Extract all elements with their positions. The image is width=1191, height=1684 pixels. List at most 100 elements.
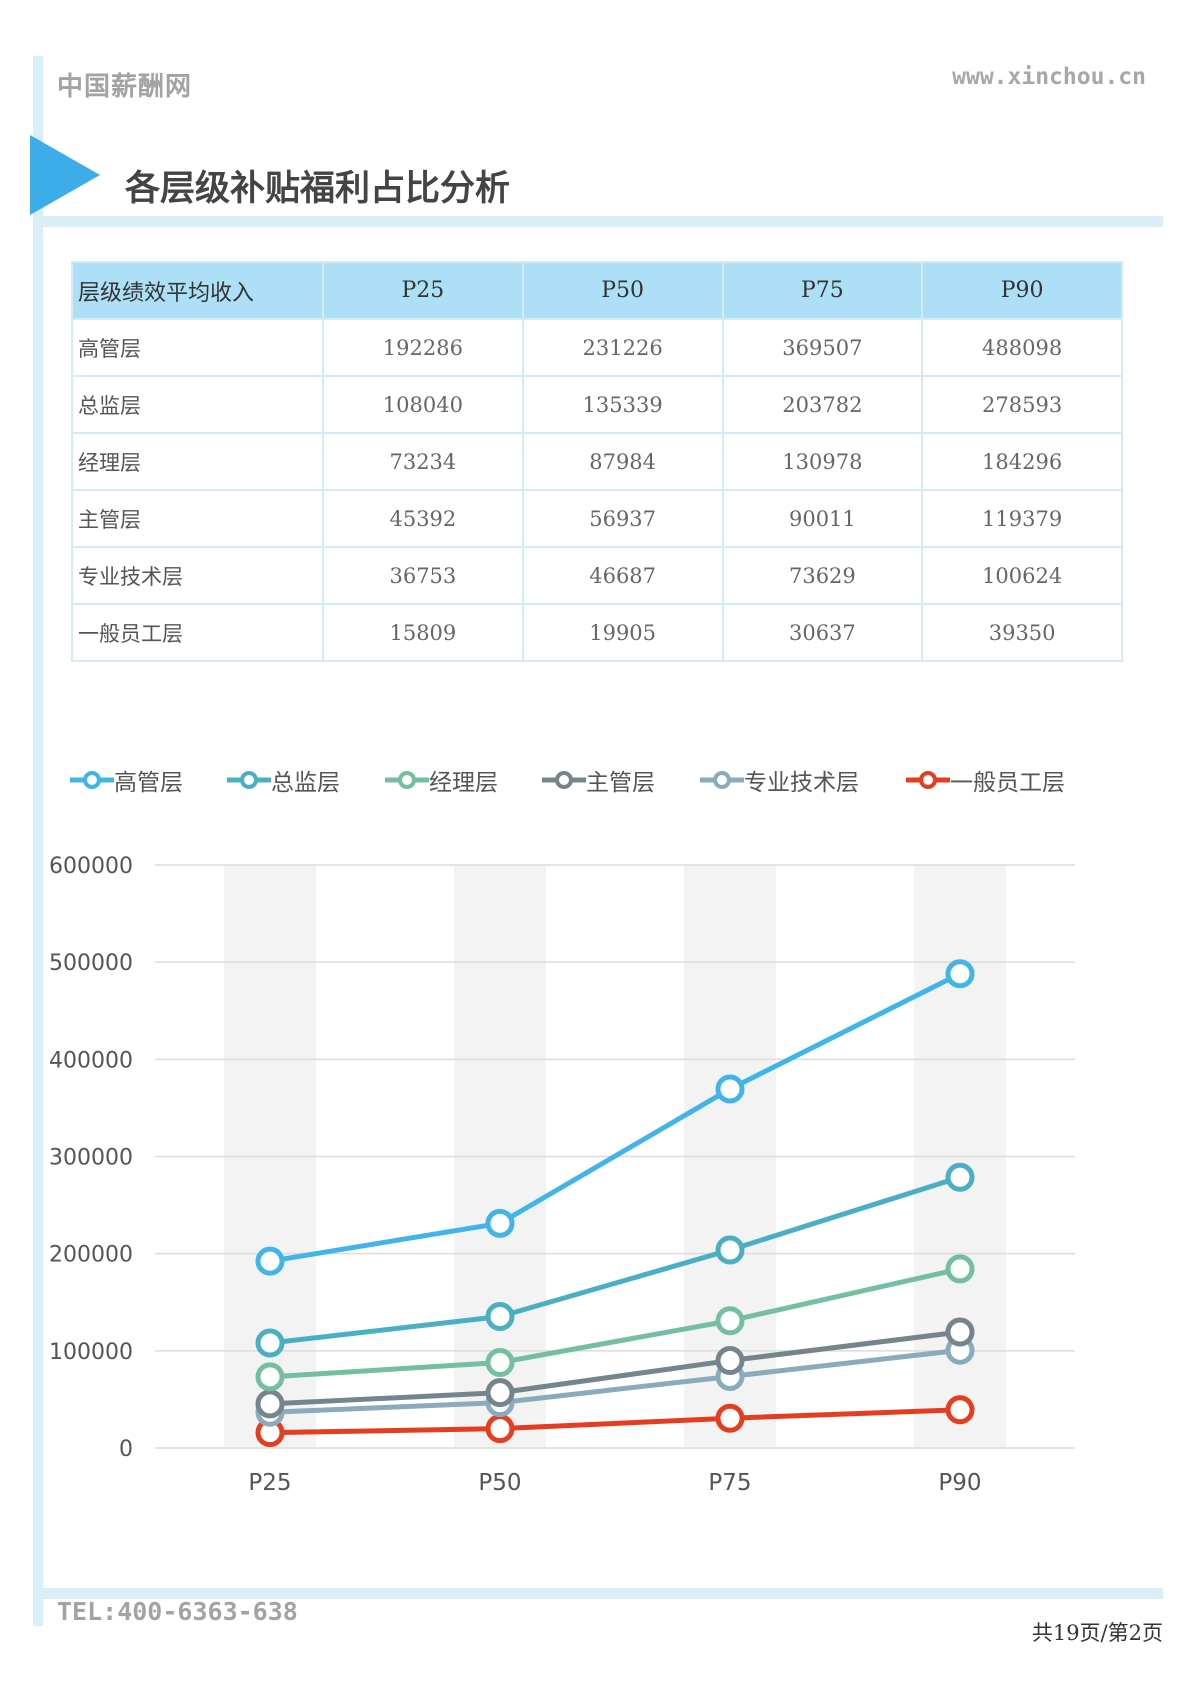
data-point — [485, 1414, 515, 1444]
table-cell: 15809 — [322, 603, 524, 662]
legend-label: 高管层 — [114, 770, 183, 796]
row-label: 主管层 — [71, 489, 324, 548]
y-tick-label: 300000 — [49, 1146, 133, 1171]
legend-swatch-icon — [542, 771, 586, 789]
series-line — [269, 1407, 961, 1436]
left-accent-bar — [33, 56, 43, 1626]
x-tick-label: P75 — [708, 1470, 751, 1496]
row-label: 一般员工层 — [71, 603, 324, 662]
table-cell: 108040 — [322, 375, 524, 434]
section-title: 各层级补贴福利占比分析 — [125, 169, 511, 209]
table-cell: 135339 — [521, 375, 724, 434]
brand-name: 中国薪酬网 — [57, 72, 193, 102]
table-cell: 192286 — [322, 318, 524, 377]
page-number: 共19页/第2页 — [1031, 1621, 1163, 1645]
legend-item: 经理层 — [385, 762, 498, 798]
table-header-cell: P50 — [521, 261, 724, 320]
series-line — [269, 1347, 961, 1415]
legend-item: 主管层 — [542, 762, 655, 798]
y-tick-label: 0 — [119, 1437, 133, 1462]
table-row: 主管层 45392 56937 90011 119379 — [71, 489, 1123, 548]
table-header-cell: P25 — [322, 261, 524, 320]
legend-label: 一般员工层 — [950, 770, 1065, 796]
table-header-cell: 层级绩效平均收入 — [71, 261, 324, 320]
data-point — [715, 1235, 745, 1265]
table-row: 总监层 108040 135339 203782 278593 — [71, 375, 1123, 434]
data-point — [715, 1346, 745, 1376]
table-cell: 46687 — [521, 546, 724, 605]
y-tick-label: 100000 — [49, 1340, 133, 1365]
x-tick-label: P25 — [248, 1470, 291, 1496]
table-cell: 45392 — [322, 489, 524, 548]
table-cell: 90011 — [721, 489, 924, 548]
section-arrow-icon — [30, 135, 100, 215]
legend-label: 经理层 — [429, 770, 498, 796]
data-point — [485, 1208, 515, 1238]
income-table: 层级绩效平均收入 P25 P50 P75 P90 高管层 192286 2312… — [71, 261, 1123, 662]
table-cell: 203782 — [721, 375, 924, 434]
table-row: 经理层 73234 87984 130978 184296 — [71, 432, 1123, 491]
legend-label: 专业技术层 — [744, 770, 859, 796]
y-tick-label: 400000 — [49, 1048, 133, 1073]
table-row: 一般员工层 15809 19905 30637 39350 — [71, 603, 1123, 662]
table-header-cell: P75 — [721, 261, 924, 320]
legend-swatch-icon — [700, 771, 744, 789]
x-tick-label: P90 — [938, 1470, 981, 1496]
legend-item: 高管层 — [70, 762, 183, 798]
row-label: 总监层 — [71, 375, 324, 434]
series-line — [269, 1329, 961, 1407]
data-point — [945, 1162, 975, 1192]
legend-swatch-icon — [227, 771, 271, 789]
table-header-row: 层级绩效平均收入 P25 P50 P75 P90 — [71, 261, 1123, 320]
x-tick-label: P50 — [478, 1470, 521, 1496]
table-cell: 100624 — [921, 546, 1123, 605]
site-url: www.xinchou.cn — [952, 64, 1146, 90]
legend-label: 总监层 — [271, 770, 340, 796]
table-cell: 369507 — [721, 318, 924, 377]
data-point — [715, 1403, 745, 1433]
data-point — [715, 1306, 745, 1336]
table-cell: 39350 — [921, 603, 1123, 662]
series-line — [269, 971, 962, 1264]
table-cell: 130978 — [721, 432, 924, 491]
table-cell: 19905 — [521, 603, 724, 662]
footer-divider — [33, 1588, 1163, 1599]
data-point — [255, 1246, 285, 1276]
legend-item: 总监层 — [227, 762, 340, 798]
data-point — [255, 1328, 285, 1358]
data-point — [715, 1074, 745, 1104]
table-cell: 488098 — [921, 318, 1123, 377]
series-line — [269, 1174, 961, 1346]
table-cell: 73234 — [322, 432, 524, 491]
table-cell: 119379 — [921, 489, 1123, 548]
legend-label: 主管层 — [586, 770, 655, 796]
table-cell: 73629 — [721, 546, 924, 605]
data-point — [945, 959, 975, 989]
data-point — [945, 1317, 975, 1347]
table-cell: 231226 — [521, 318, 724, 377]
line-chart: 0 100000 200000 300000 400000 500000 600000 P25… — [49, 854, 1075, 1496]
row-label: 专业技术层 — [71, 546, 324, 605]
legend-item: 一般员工层 — [906, 762, 1065, 798]
title-divider — [33, 216, 1163, 227]
row-label: 经理层 — [71, 432, 324, 491]
series-line — [269, 1266, 961, 1380]
table-cell: 30637 — [721, 603, 924, 662]
table-cell: 278593 — [921, 375, 1123, 434]
data-point — [945, 1254, 975, 1284]
data-point — [255, 1362, 285, 1392]
y-tick-label: 600000 — [49, 854, 133, 879]
table-row: 专业技术层 36753 46687 73629 100624 — [71, 546, 1123, 605]
footer-phone: TEL:400-6363-638 — [57, 1597, 298, 1626]
table-header-cell: P90 — [921, 261, 1123, 320]
data-point — [945, 1395, 975, 1425]
legend-swatch-icon — [385, 771, 429, 789]
y-tick-label: 500000 — [49, 951, 133, 976]
data-point — [485, 1378, 515, 1408]
table-cell: 184296 — [921, 432, 1123, 491]
row-label: 高管层 — [71, 318, 324, 377]
table-cell: 87984 — [521, 432, 724, 491]
y-tick-label: 200000 — [49, 1243, 133, 1268]
table-cell: 56937 — [521, 489, 724, 548]
legend-swatch-icon — [906, 771, 950, 789]
